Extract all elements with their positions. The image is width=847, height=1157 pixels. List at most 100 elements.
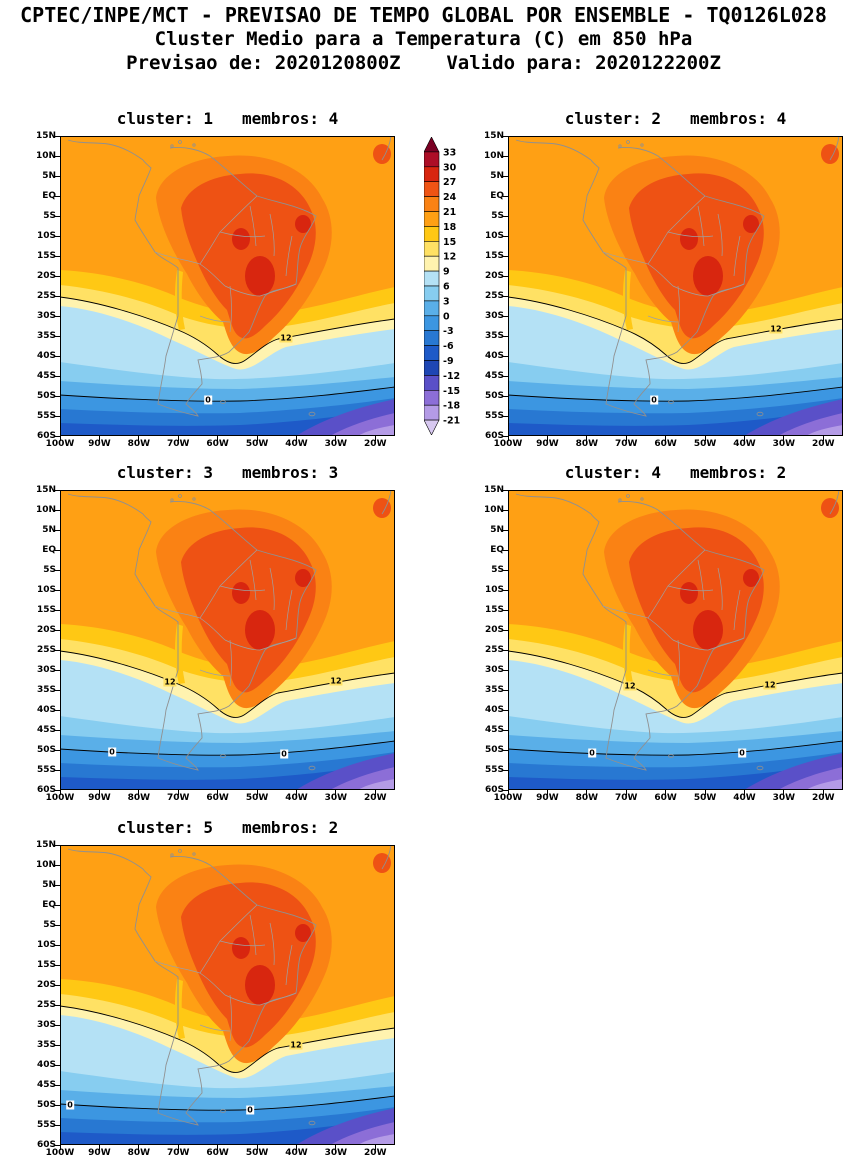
lat-label: 10N <box>483 151 504 161</box>
lat-label: 15S <box>36 251 56 261</box>
temp-hotspot <box>232 937 250 959</box>
lat-label: 10N <box>35 505 56 515</box>
coastline-central-america <box>515 139 592 161</box>
lon-tick <box>98 790 100 795</box>
contour-label-0: 0 <box>738 748 746 758</box>
colorbar-label: -12 <box>443 371 460 382</box>
lat-tick <box>503 669 508 671</box>
lat-label: 55S <box>36 765 56 775</box>
lat-label: 20S <box>36 625 56 635</box>
panel-cluster-2: cluster: 2 membros: 4 12 0 15N 10N 5N EQ 5S 10S… <box>484 109 843 449</box>
lon-label: 100W <box>493 439 523 449</box>
island <box>640 497 644 501</box>
lon-label: 50W <box>245 793 269 803</box>
lat-label: 40S <box>36 1060 56 1070</box>
map-frame-border <box>60 845 395 1145</box>
island <box>192 497 196 501</box>
lat-tick <box>55 255 60 257</box>
lat-tick <box>55 275 60 277</box>
temperature-map <box>60 490 395 790</box>
island <box>178 494 182 498</box>
island <box>668 754 674 758</box>
lat-tick <box>503 509 508 511</box>
contour-label-12: 12 <box>279 333 293 343</box>
lat-label: 55S <box>484 411 504 421</box>
lat-label: 45S <box>484 725 504 735</box>
andes-cool-strip <box>622 624 633 684</box>
colorbar-segment <box>424 330 440 346</box>
lon-label: 100W <box>45 1148 75 1157</box>
lat-label: 50S <box>36 1100 56 1110</box>
map-frame-border <box>60 136 395 436</box>
colorbar-label: 3 <box>443 296 450 307</box>
lat-tick <box>503 789 508 791</box>
lon-tick <box>374 1145 376 1150</box>
lat-tick <box>503 335 508 337</box>
lat-label: 5N <box>490 171 504 181</box>
lon-tick <box>138 436 140 441</box>
panel-title-cluster-1: cluster: 1 membros: 4 <box>116 109 339 128</box>
lat-label: 60S <box>36 785 56 795</box>
lon-tick <box>586 436 588 441</box>
lat-label: 5S <box>491 565 504 575</box>
lon-tick <box>59 436 61 441</box>
lat-tick <box>55 175 60 177</box>
lon-tick <box>704 436 706 441</box>
country-borders <box>154 549 297 687</box>
temp-hotspot <box>245 610 275 650</box>
colorbar-label: -3 <box>443 326 454 337</box>
colorbar-segment <box>424 375 440 391</box>
lat-label: 15N <box>35 840 56 850</box>
lat-tick <box>55 489 60 491</box>
contour-12-line <box>60 1005 395 1073</box>
lat-label: 40S <box>484 705 504 715</box>
lat-label: 30S <box>484 665 504 675</box>
temp-hotspot <box>232 228 250 250</box>
lat-label: 55S <box>36 411 56 421</box>
lat-label: 20S <box>484 271 504 281</box>
temperature-map <box>60 136 395 436</box>
lat-label: 35S <box>36 685 56 695</box>
lat-label: 35S <box>484 331 504 341</box>
lat-tick <box>503 549 508 551</box>
lat-tick <box>55 884 60 886</box>
island <box>626 494 630 498</box>
colorbar-segment <box>424 285 440 302</box>
contour-label-0: 0 <box>588 748 596 758</box>
lat-tick <box>55 964 60 966</box>
temp-band-24-27-core <box>629 527 764 693</box>
country-borders <box>154 904 297 1042</box>
lat-label: 60S <box>484 785 504 795</box>
lat-tick <box>503 629 508 631</box>
lat-label: 15S <box>484 251 504 261</box>
lat-label: 50S <box>36 391 56 401</box>
temp-hotspot-corner <box>821 498 839 518</box>
map-frame-border <box>508 136 843 436</box>
lat-tick <box>55 155 60 157</box>
lat-tick <box>55 589 60 591</box>
lon-tick <box>295 790 297 795</box>
lon-tick <box>783 436 785 441</box>
lat-label: 35S <box>484 685 504 695</box>
lat-tick <box>503 649 508 651</box>
lon-label: 60W <box>206 439 229 449</box>
island <box>308 411 316 417</box>
lon-label: 30W <box>324 793 348 803</box>
colorbar-segment <box>424 315 440 332</box>
lon-label: 60W <box>206 793 229 803</box>
island <box>308 1120 316 1126</box>
island <box>220 400 226 404</box>
lat-label: 5N <box>490 525 504 535</box>
contour-label-0: 0 <box>650 395 658 405</box>
lat-label: 55S <box>484 765 504 775</box>
lon-label: 20W <box>364 1148 387 1157</box>
lon-tick <box>138 1145 140 1150</box>
lat-tick <box>503 315 508 317</box>
lat-tick <box>503 609 508 611</box>
lon-label: 60W <box>654 793 677 803</box>
lon-label: 50W <box>693 793 717 803</box>
contour-12-line <box>508 650 843 718</box>
lat-tick <box>503 769 508 771</box>
island <box>220 1109 226 1113</box>
country-borders <box>602 195 745 333</box>
